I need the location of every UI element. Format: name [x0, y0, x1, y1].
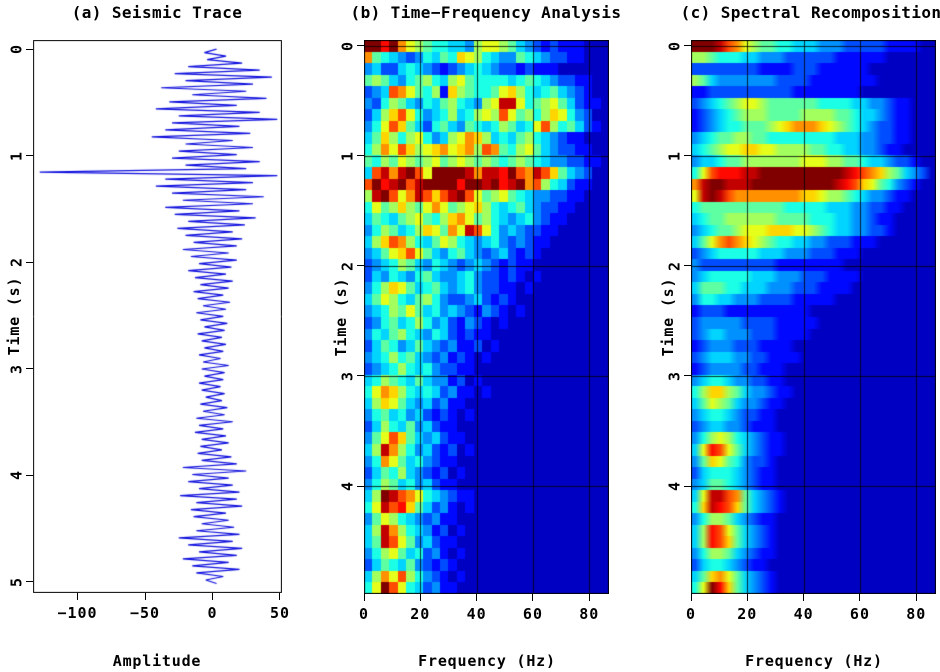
y-tick-label: 4 — [7, 470, 26, 481]
x-tick — [746, 594, 748, 601]
y-tick-label: 1 — [7, 150, 26, 161]
y-tick — [26, 581, 33, 583]
x-tick — [77, 593, 79, 600]
x-tick-label: 50 — [269, 604, 290, 622]
y-tick-label: 0 — [665, 40, 684, 51]
panel-b-title: (b) Time−Frequency Analysis — [350, 3, 622, 22]
x-tick — [476, 594, 478, 601]
spectral-recomposition-heatmap — [691, 40, 936, 594]
y-tick — [26, 474, 33, 476]
panel-c-ylabel: Time (s) — [659, 277, 677, 357]
y-tick — [684, 265, 691, 267]
panel-a-xlabel: Amplitude — [112, 652, 202, 670]
y-tick-label: 5 — [7, 576, 26, 587]
y-tick — [684, 155, 691, 157]
y-tick — [357, 265, 364, 267]
panel-c-title: (c) Spectral Recomposition — [680, 3, 940, 22]
x-tick — [532, 594, 534, 601]
x-tick — [690, 594, 692, 601]
x-tick — [859, 594, 861, 601]
y-tick-label: 2 — [7, 257, 26, 268]
x-tick — [419, 594, 421, 601]
x-tick-label: 60 — [522, 605, 543, 623]
y-tick — [26, 261, 33, 263]
x-tick — [915, 594, 917, 601]
x-tick — [279, 593, 281, 600]
x-tick-label: 40 — [793, 605, 814, 623]
x-tick — [803, 594, 805, 601]
x-tick-label: 0 — [358, 605, 370, 623]
x-tick-label: −100 — [57, 604, 98, 622]
y-tick — [357, 375, 364, 377]
y-tick — [684, 45, 691, 46]
y-tick-label: 1 — [665, 150, 684, 161]
y-tick-label: 2 — [665, 260, 684, 271]
x-tick-label: 80 — [906, 605, 927, 623]
x-tick — [588, 594, 590, 601]
x-tick — [211, 593, 213, 600]
y-tick-label: 3 — [665, 370, 684, 381]
time-frequency-heatmap — [364, 40, 609, 594]
x-tick-label: 20 — [410, 605, 431, 623]
x-tick-label: 80 — [579, 605, 600, 623]
y-tick — [684, 485, 691, 487]
x-tick-label: 20 — [737, 605, 758, 623]
panel-b-xlabel: Frequency (Hz) — [418, 652, 556, 670]
y-tick-label: 1 — [338, 150, 357, 161]
y-tick — [684, 375, 691, 377]
x-tick — [363, 594, 365, 601]
x-tick-label: −50 — [129, 604, 161, 622]
panel-b-ylabel: Time (s) — [332, 277, 350, 357]
panel-a-ylabel: Time (s) — [5, 276, 23, 356]
panel-c-xlabel: Frequency (Hz) — [745, 652, 883, 670]
x-tick-label: 60 — [849, 605, 870, 623]
y-tick-label: 3 — [7, 363, 26, 374]
y-tick — [357, 485, 364, 487]
y-tick — [357, 155, 364, 157]
y-tick — [26, 368, 33, 370]
y-tick-label: 4 — [338, 481, 357, 492]
x-tick-label: 0 — [685, 605, 697, 623]
x-tick-label: 0 — [207, 604, 218, 622]
y-tick — [26, 48, 33, 50]
y-tick-label: 0 — [7, 44, 26, 55]
seismic-trace-plot — [33, 40, 282, 593]
x-tick — [144, 593, 146, 600]
y-tick-label: 4 — [665, 481, 684, 492]
y-tick — [26, 155, 33, 157]
y-tick-label: 2 — [338, 260, 357, 271]
panel-a-title: (a) Seismic Trace — [71, 3, 243, 22]
y-tick-label: 3 — [338, 370, 357, 381]
x-tick-label: 40 — [466, 605, 487, 623]
y-tick — [357, 45, 364, 46]
y-tick-label: 0 — [338, 40, 357, 51]
